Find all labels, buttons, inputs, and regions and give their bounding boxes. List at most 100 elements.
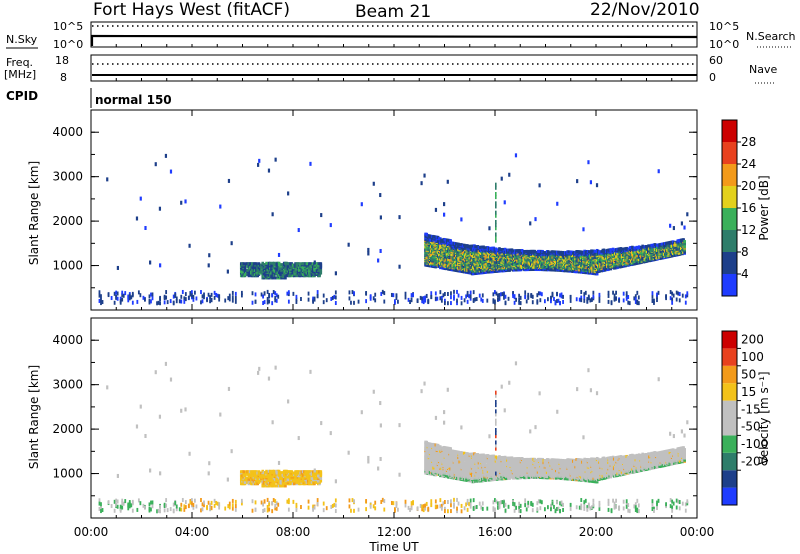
power-echo [634, 300, 637, 305]
date-title: 22/Nov/2010 [590, 0, 700, 20]
power-echo [287, 299, 290, 304]
power-echo [514, 153, 518, 158]
power-echo [580, 290, 583, 295]
power-echo [298, 268, 301, 272]
power-echo [469, 296, 472, 301]
power-echo [316, 290, 319, 295]
power-echo [589, 298, 592, 303]
power-echo [334, 290, 337, 295]
power-echo [395, 295, 398, 300]
power-echo [254, 299, 257, 304]
power-echo [292, 291, 295, 296]
power-echo [495, 291, 498, 296]
power-echo [628, 301, 631, 306]
power-echo [612, 290, 614, 295]
power-echo [507, 296, 510, 301]
power-echo [367, 251, 370, 256]
power-echo [583, 298, 586, 303]
power-echo [610, 301, 613, 306]
power-echo [142, 295, 145, 300]
power-echo [669, 296, 672, 301]
power-echo [550, 299, 552, 304]
power-echo [531, 300, 534, 305]
power-echo [116, 291, 119, 296]
power-echo [501, 247, 505, 251]
power-echo [598, 295, 601, 300]
power-echo [625, 291, 628, 296]
power-echo [263, 291, 266, 296]
power-echo [410, 298, 413, 303]
power-echo [165, 295, 168, 300]
power-echo [472, 290, 475, 295]
power-echo [320, 213, 323, 218]
power-echo [188, 243, 191, 248]
power-echo [456, 289, 458, 294]
power-echo [453, 294, 455, 299]
power-echo [297, 228, 300, 233]
power-echo [404, 295, 407, 300]
power-echo [583, 292, 586, 297]
power-echo [634, 294, 637, 299]
power-echo [575, 297, 578, 302]
power-echo [192, 294, 195, 299]
power-echo [227, 178, 231, 183]
power-echo [416, 298, 419, 303]
power-echo [334, 301, 337, 306]
power-echo [536, 299, 539, 304]
power-echo [183, 299, 186, 304]
power-echo [543, 299, 546, 304]
power-echo [651, 298, 654, 303]
power-echo [395, 293, 398, 298]
power-echo [398, 264, 401, 269]
power-echo [562, 294, 564, 299]
power-echo [325, 298, 328, 303]
power-echo [578, 297, 581, 302]
power-echo [254, 292, 257, 297]
power-echo [409, 300, 411, 305]
range-tick-label: 4000 [52, 125, 83, 139]
power-echo [159, 301, 161, 306]
power-echo [683, 240, 686, 244]
power-echo [116, 296, 119, 301]
power-echo [637, 295, 640, 300]
power-echo [668, 243, 672, 247]
power-echo [243, 266, 247, 270]
power-echo [500, 292, 502, 297]
power-echo [481, 298, 484, 303]
power-echo [495, 238, 497, 243]
power-echo [139, 293, 142, 298]
power-echo [678, 298, 681, 303]
power-echo [533, 249, 536, 253]
power-echo [159, 263, 162, 268]
power-echo [266, 300, 269, 305]
power-echo [115, 290, 118, 295]
power-echo [262, 300, 264, 305]
nave-tick-top: 60 [709, 54, 723, 67]
power-echo [627, 300, 630, 305]
power-echo [495, 201, 497, 206]
power-echo [443, 212, 446, 217]
power-echo [194, 290, 196, 295]
power-echo [598, 292, 601, 297]
power-echo [421, 296, 424, 301]
power-echo [419, 295, 422, 300]
power-echo [422, 296, 425, 301]
power-echo [164, 153, 168, 158]
power-echo [100, 297, 102, 302]
power-echo [365, 291, 368, 296]
power-echo [495, 195, 497, 200]
power-echo [263, 300, 266, 305]
power-echo [410, 293, 413, 298]
power-echo [462, 243, 466, 247]
power-echo [518, 297, 521, 302]
power-echo [675, 297, 678, 302]
power-echo [268, 299, 271, 304]
power-echo [307, 297, 310, 302]
power-echo [365, 299, 368, 304]
power-echo [135, 216, 139, 221]
power-echo [656, 298, 658, 303]
power-echo [453, 296, 455, 301]
power-echo [466, 290, 469, 295]
power-echo [348, 296, 351, 301]
power-echo [131, 291, 134, 296]
